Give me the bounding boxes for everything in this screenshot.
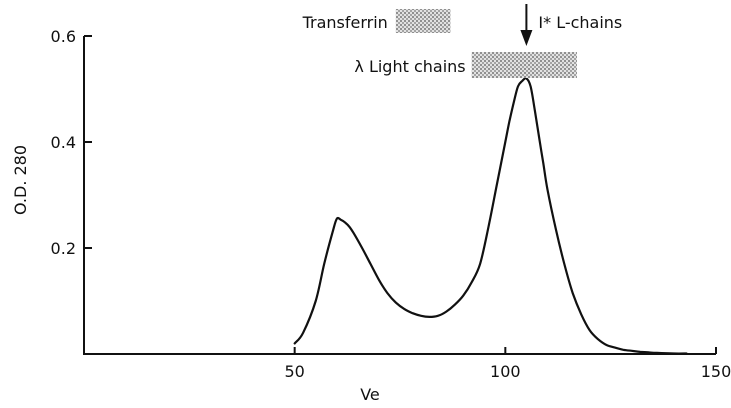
y-axis-label: O.D. 280: [11, 145, 30, 215]
x-tick-label: 100: [490, 362, 521, 381]
lambda-light-chains-label: λ Light chains: [354, 57, 465, 76]
annotation-transferrin: Transferrin: [302, 9, 451, 33]
axes: [83, 36, 716, 355]
annotation-lambda-light-chains: λ Light chains: [354, 52, 577, 78]
i-l-chains-label: I* L-chains: [538, 13, 622, 32]
x-tick-label: 50: [284, 362, 304, 381]
transferrin-label: Transferrin: [302, 13, 388, 32]
y-tick-label: 0.6: [51, 27, 76, 46]
x-tick-label: 150: [701, 362, 731, 381]
y-axis-ticks: 0.2 0.4 0.6: [51, 27, 92, 258]
series-line: [293, 77, 688, 355]
arrowhead-icon: [520, 30, 533, 46]
x-axis-label: Ve: [360, 385, 380, 404]
y-tick-label: 0.4: [51, 133, 76, 152]
transferrin-band: [395, 9, 451, 33]
x-axis-ticks: 50 100 150: [284, 347, 731, 381]
lambda-light-chains-band: [471, 52, 577, 78]
annotation-i-l-chains: I* L-chains: [520, 4, 622, 46]
y-tick-label: 0.2: [51, 239, 76, 258]
